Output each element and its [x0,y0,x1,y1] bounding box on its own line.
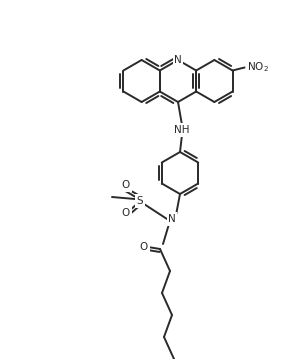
Text: N: N [174,55,182,65]
Text: O: O [122,208,130,218]
Text: O: O [140,242,148,252]
Text: S: S [137,196,143,206]
Text: O: O [122,180,130,190]
Text: NO$_2$: NO$_2$ [247,61,269,74]
Text: NH: NH [174,125,190,135]
Text: N: N [168,214,176,224]
